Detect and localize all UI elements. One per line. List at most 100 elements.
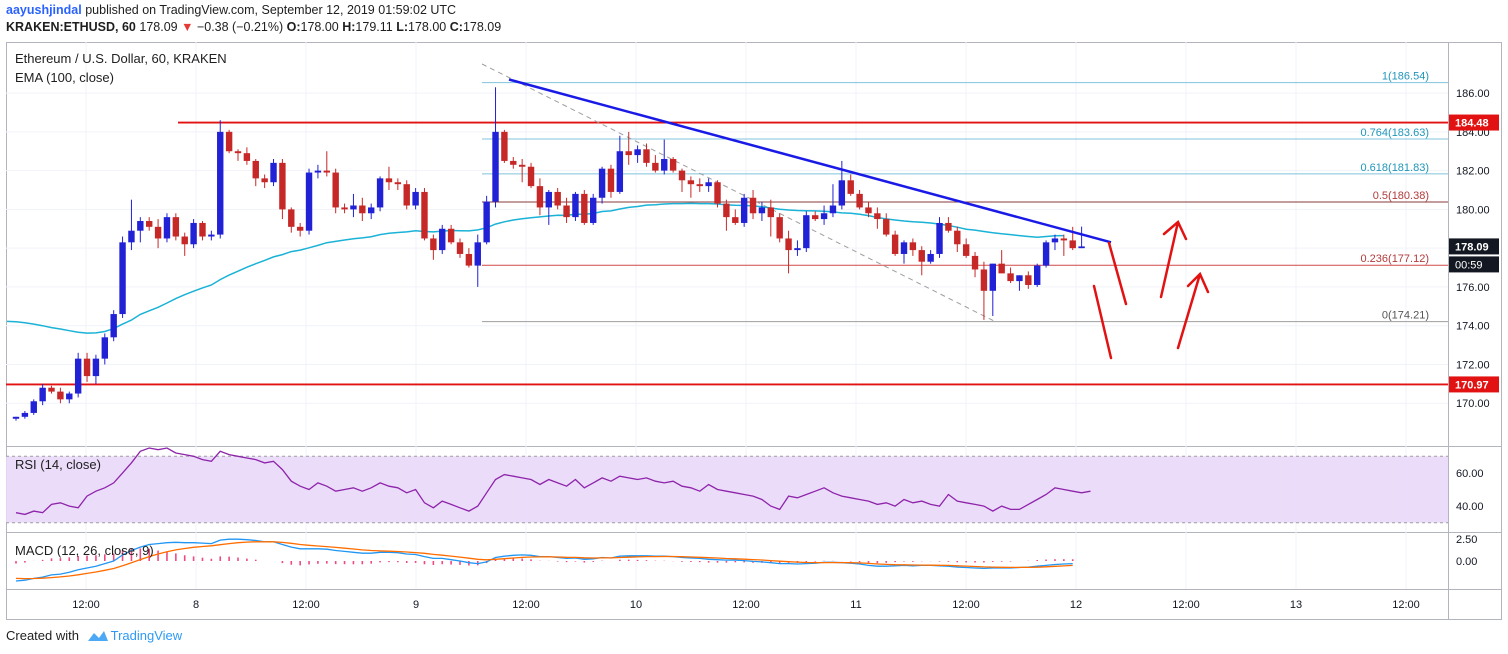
tradingview-brand[interactable]: TradingView bbox=[110, 628, 183, 643]
candle-body bbox=[341, 207, 348, 210]
candle-body bbox=[581, 193, 588, 223]
open-label: O: bbox=[286, 20, 301, 34]
dashed-channel-line[interactable] bbox=[481, 63, 997, 323]
macd-pane[interactable]: MACD (12, 26, close, 9) bbox=[15, 538, 1074, 582]
candle-body bbox=[758, 207, 766, 214]
candle-body bbox=[314, 170, 322, 173]
candle-body bbox=[394, 182, 402, 185]
down-scenario-arrow bbox=[1107, 241, 1128, 306]
price-tick-label: 174.00 bbox=[1456, 321, 1490, 333]
candle-body bbox=[190, 222, 197, 245]
candle-body bbox=[39, 387, 46, 402]
chart-title: Ethereum / U.S. Dollar, 60, KRAKEN bbox=[15, 51, 227, 66]
candle-body bbox=[492, 131, 499, 202]
candle-body bbox=[270, 162, 277, 183]
candle-body bbox=[598, 168, 606, 198]
candle-body bbox=[803, 215, 810, 249]
price-pane[interactable]: 1(186.54) 0.764(183.63) 0.618(181.83) 0.5(1… bbox=[6, 51, 1499, 421]
candle-body bbox=[900, 242, 908, 254]
author-link[interactable]: aayushjindal bbox=[6, 3, 82, 17]
candle-body bbox=[456, 242, 464, 254]
candle-body bbox=[1034, 265, 1041, 285]
candle-body bbox=[572, 193, 579, 218]
candle-body bbox=[217, 131, 224, 235]
candle-body bbox=[83, 358, 91, 377]
candle-body bbox=[820, 213, 828, 220]
down-scenario-arrow bbox=[1092, 284, 1113, 360]
candle-body bbox=[590, 197, 597, 223]
candle-body bbox=[12, 416, 20, 419]
rsi-pane[interactable]: RSI (14, close) bbox=[6, 447, 1448, 524]
time-tick-label: 13 bbox=[1290, 599, 1302, 611]
price-tick-label: 186.00 bbox=[1456, 88, 1490, 100]
candle-body bbox=[30, 401, 37, 413]
candle-body bbox=[865, 207, 872, 214]
time-tick-label: 10 bbox=[630, 599, 642, 611]
candle-body bbox=[714, 182, 721, 204]
candle-body bbox=[501, 131, 508, 161]
price-tick-label: 182.00 bbox=[1456, 166, 1490, 178]
candle-body bbox=[332, 172, 339, 208]
candle-body bbox=[1060, 238, 1068, 241]
price-tick-label: 172.00 bbox=[1456, 359, 1490, 371]
candle-body bbox=[723, 203, 730, 218]
time-tick-label: 12:00 bbox=[952, 599, 980, 611]
candle-body bbox=[48, 387, 55, 392]
candle-body bbox=[607, 168, 615, 192]
candle-body bbox=[971, 255, 979, 270]
candle-body bbox=[439, 228, 446, 251]
down-arrow-icon: ▼ bbox=[181, 20, 194, 34]
fib-level-label: 0.5(180.38) bbox=[1373, 190, 1429, 202]
macd-label: MACD (12, 26, close, 9) bbox=[15, 543, 154, 558]
candle-body bbox=[945, 222, 952, 231]
candle-body bbox=[74, 358, 82, 394]
candle-body bbox=[962, 244, 970, 256]
candle-body bbox=[625, 151, 632, 156]
price-badge bbox=[1449, 238, 1499, 255]
candle-body bbox=[687, 180, 695, 185]
candle-body bbox=[829, 205, 837, 214]
fib-level-label: 0(174.21) bbox=[1382, 310, 1429, 322]
chart-frame[interactable]: 170.00172.00174.00176.00178.00180.00182.… bbox=[6, 42, 1502, 620]
candle-body bbox=[119, 242, 126, 315]
time-tick-label: 12:00 bbox=[732, 599, 760, 611]
candle-body bbox=[243, 153, 251, 161]
candle-body bbox=[376, 178, 384, 208]
up-scenario-arrow bbox=[1159, 219, 1188, 299]
candle-body bbox=[536, 186, 544, 208]
created-with-label: Created with bbox=[6, 628, 79, 643]
candle-body bbox=[137, 221, 144, 231]
rsi-band bbox=[6, 456, 1448, 523]
time-tick-label: 12:00 bbox=[1172, 599, 1200, 611]
countdown-label: 00:59 bbox=[1455, 259, 1483, 271]
fib-level-label: 0.236(177.12) bbox=[1361, 253, 1430, 265]
candle-body bbox=[749, 197, 757, 214]
candle-body bbox=[1016, 275, 1023, 282]
bearish-trend-line[interactable] bbox=[508, 78, 1112, 244]
candle-body bbox=[146, 221, 153, 227]
candle-body bbox=[652, 162, 659, 171]
candle-body bbox=[261, 178, 268, 183]
candle-body bbox=[128, 230, 135, 243]
support-resistance-lines[interactable] bbox=[6, 121, 1448, 386]
candle-body bbox=[856, 193, 863, 208]
time-tick-label: 9 bbox=[413, 599, 419, 611]
fib-level-label: 1(186.54) bbox=[1382, 71, 1429, 83]
countdown-badge bbox=[1449, 256, 1499, 273]
candle-body bbox=[483, 201, 490, 243]
candle-body bbox=[643, 149, 650, 163]
price-badge-label: 184.48 bbox=[1455, 118, 1489, 130]
price-badges: 184.48 178.09 170.97 00:59 bbox=[1449, 114, 1499, 393]
candle-body bbox=[368, 207, 375, 214]
candle-body bbox=[350, 205, 357, 210]
candle-body bbox=[21, 412, 29, 417]
candle-body bbox=[172, 217, 180, 237]
candle-body bbox=[1051, 238, 1059, 243]
price-badge bbox=[1449, 376, 1499, 393]
candle-body bbox=[545, 191, 552, 208]
candle-body bbox=[57, 391, 64, 400]
candle-body bbox=[181, 236, 188, 245]
macd-tick-label: 2.50 bbox=[1456, 534, 1477, 546]
symbol-label: KRAKEN:ETHUSD, 60 bbox=[6, 20, 136, 34]
candle-body bbox=[1025, 275, 1032, 285]
